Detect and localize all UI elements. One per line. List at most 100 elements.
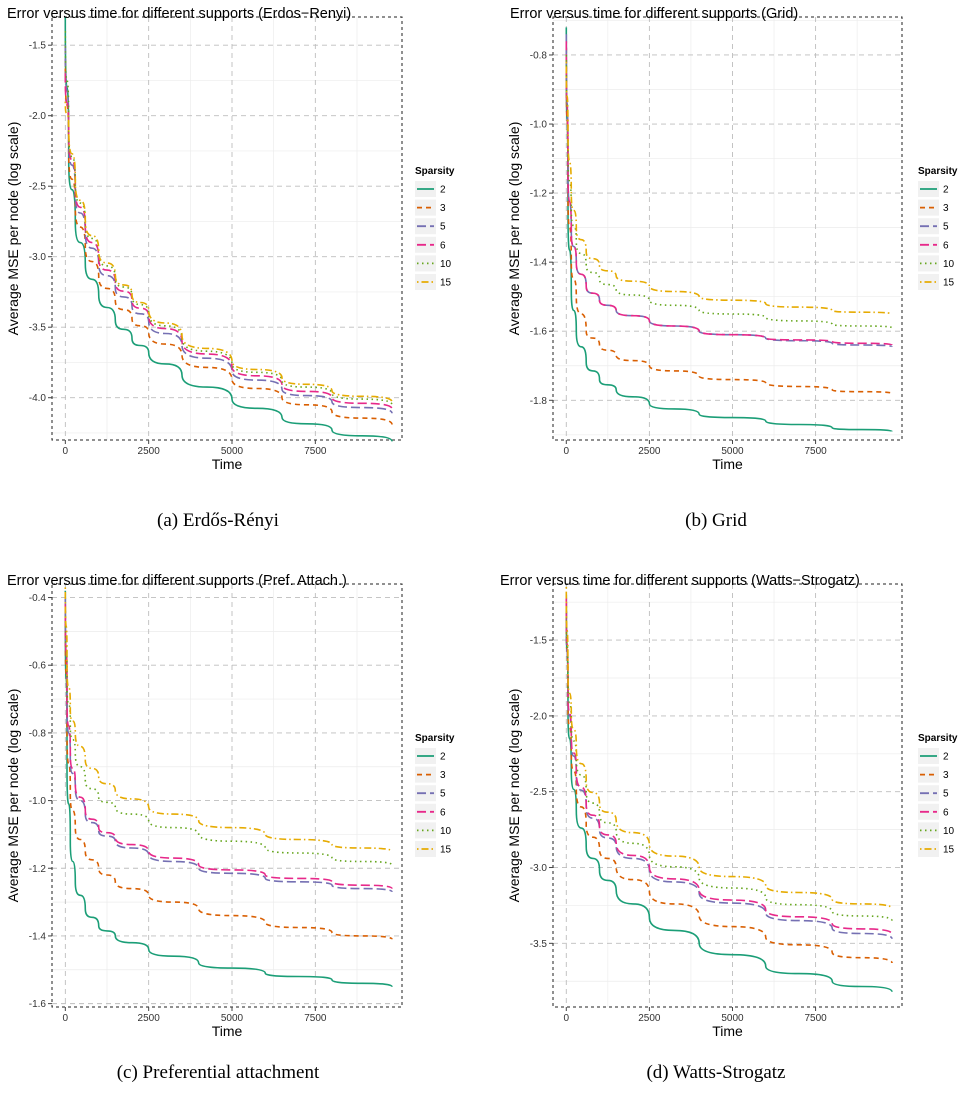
plot-background: [52, 584, 402, 1007]
x-tick-label: 7500: [804, 1013, 827, 1024]
series-line-10: [565, 54, 893, 329]
chart-panel-1: 0 2500 5000 7500 -4.0 -3.5 -3.0 -2.5 -2.0 -1.5 Tim…: [5, 6, 455, 531]
series-line-3: [64, 59, 393, 425]
legend-key-bg: [415, 255, 436, 272]
y-tick-label: -1.5: [530, 636, 548, 647]
y-tick-label: -0.8: [530, 50, 548, 61]
legend-label-6: 6: [943, 807, 949, 818]
legend-label-2: 2: [943, 185, 949, 196]
y-tick-label: -0.8: [29, 728, 47, 739]
chart-panel-3: 0 2500 5000 7500 -1.6 -1.4 -1.2 -1.0 -0.8 -0.6 -0.…: [5, 573, 455, 1083]
legend: Sparsity 2 3 5 6 10 15: [415, 733, 455, 857]
figure-caption: (d) Watts-Strogatz: [646, 1062, 785, 1083]
legend-label-5: 5: [943, 222, 949, 233]
x-tick-label: 0: [63, 1013, 69, 1024]
legend-label-15: 15: [440, 845, 452, 856]
plot-background: [52, 17, 402, 440]
x-tick-label: 0: [564, 446, 570, 457]
legend-label-10: 10: [440, 826, 452, 837]
series-line-15: [64, 587, 393, 852]
y-tick-label: -1.5: [29, 41, 47, 52]
y-tick-label: -1.2: [530, 189, 548, 200]
legend-label-10: 10: [943, 259, 955, 270]
x-tick-label: 7500: [804, 446, 827, 457]
figure-caption: (c) Preferential attachment: [117, 1062, 320, 1083]
y-axis-label: Average MSE per node (log scale): [506, 122, 522, 336]
legend-label-10: 10: [440, 259, 452, 270]
plot-border: [51, 16, 403, 441]
chart-title: Error versus time for different supports…: [7, 6, 351, 22]
legend-label-5: 5: [440, 789, 446, 800]
x-tick-label: 7500: [304, 446, 327, 457]
y-tick-label: -1.4: [530, 258, 548, 269]
y-tick-label: -2.0: [29, 111, 47, 122]
legend-title: Sparsity: [415, 166, 455, 177]
legend-label-10: 10: [943, 826, 955, 837]
legend-label-6: 6: [440, 240, 446, 251]
legend-key-bg: [415, 766, 436, 783]
chart-title: Error versus time for different supports…: [500, 573, 860, 589]
y-tick-label: -3.0: [29, 252, 47, 263]
chart-panel-4: 0 2500 5000 7500 -3.5 -3.0 -2.5 -2.0 -1.5 Time Ave…: [500, 573, 958, 1083]
plot-background: [553, 584, 902, 1007]
series-group: [64, 587, 393, 988]
minor-grid: [553, 17, 902, 440]
x-axis-label: Time: [712, 1023, 743, 1039]
legend-label-6: 6: [440, 807, 446, 818]
minor-grid: [52, 17, 402, 440]
y-tick-label: -3.5: [530, 939, 548, 950]
series-line-6: [565, 597, 893, 935]
legend-label-2: 2: [440, 752, 446, 763]
plot-background: [553, 17, 902, 440]
x-tick-label: 5000: [221, 1013, 244, 1024]
y-axis-label: Average MSE per node (log scale): [506, 689, 522, 903]
figure-caption: (a) Erdős-Rényi: [157, 510, 279, 531]
x-axis-label: Time: [712, 456, 743, 472]
legend-label-3: 3: [440, 203, 446, 214]
y-tick-label: -0.6: [29, 661, 47, 672]
legend-key-bg: [918, 822, 939, 839]
legend-label-3: 3: [943, 770, 949, 781]
minor-grid: [553, 584, 902, 1007]
series-group: [64, 16, 393, 442]
legend-label-3: 3: [943, 203, 949, 214]
y-tick-label: -1.8: [530, 396, 548, 407]
chart-panel-2: 0 2500 5000 7500 -1.8 -1.6 -1.4 -1.2 -1.0 -0.8 Tim…: [506, 6, 958, 531]
legend-label-3: 3: [440, 770, 446, 781]
y-tick-label: -2.5: [29, 182, 47, 193]
legend-key-bg: [918, 766, 939, 783]
legend-title: Sparsity: [918, 733, 958, 744]
legend-title: Sparsity: [918, 166, 958, 177]
chart-title: Error versus time for different supports…: [510, 6, 798, 22]
y-axis-label: Average MSE per node (log scale): [5, 122, 21, 336]
series-line-5: [565, 34, 893, 348]
series-line-3: [64, 614, 393, 940]
series-line-2: [565, 27, 893, 433]
series-line-6: [64, 604, 393, 890]
series-line-2: [565, 594, 893, 993]
y-tick-label: -1.6: [530, 327, 548, 338]
series-line-2: [64, 590, 393, 988]
y-tick-label: -1.0: [530, 120, 548, 131]
plot-border: [51, 583, 403, 1008]
series-line-15: [565, 61, 893, 315]
legend-label-15: 15: [440, 278, 452, 289]
legend-key-bg: [918, 255, 939, 272]
legend-label-2: 2: [440, 185, 446, 196]
legend-key-bg: [415, 199, 436, 216]
series-line-2: [64, 16, 393, 442]
series-line-15: [565, 586, 893, 909]
x-tick-label: 5000: [721, 1013, 744, 1024]
legend: Sparsity 2 3 5 6 10 15: [415, 166, 455, 290]
x-tick-label: 2500: [638, 446, 661, 457]
series-group: [565, 586, 893, 993]
x-axis-label: Time: [212, 1023, 243, 1039]
series-line-10: [64, 611, 393, 866]
y-tick-label: -1.4: [29, 931, 47, 942]
legend-label-2: 2: [943, 752, 949, 763]
y-tick-label: -4.0: [29, 393, 47, 404]
y-tick-label: -3.0: [530, 863, 548, 874]
chart-title: Error versus time for different supports…: [7, 573, 347, 589]
figure-caption: (b) Grid: [685, 510, 747, 531]
